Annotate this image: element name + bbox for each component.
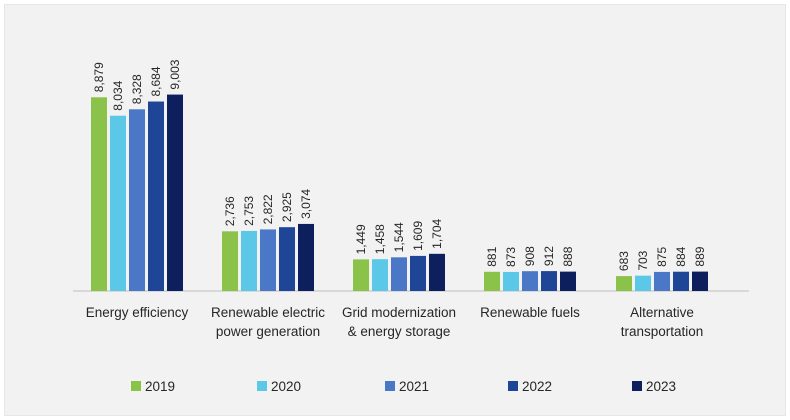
category-label-1-line1: power generation (216, 324, 320, 339)
bar-2023-cat2 (429, 253, 445, 291)
bar-2019-cat0 (91, 97, 107, 291)
data-label-2023-cat3: 888 (561, 246, 575, 266)
data-label-2019-cat3: 881 (485, 246, 499, 266)
category-label-4-line1: transportation (621, 324, 704, 339)
bar-2021-cat0 (129, 109, 145, 291)
bar-2021-cat3 (522, 271, 538, 291)
data-label-2021-cat3: 908 (523, 246, 537, 266)
data-label-2022-cat3: 912 (542, 246, 556, 266)
legend-label-2023: 2023 (646, 379, 676, 394)
data-label-2020-cat0: 8,034 (111, 80, 125, 110)
category-label-1-line0: Renewable electric (211, 305, 325, 320)
bar-2021-cat2 (391, 257, 407, 291)
category-label-2-line0: Grid modernization (342, 305, 456, 320)
legend-label-2019: 2019 (145, 379, 175, 394)
category-label-4-line0: Alternative (630, 305, 694, 320)
data-label-2023-cat1: 3,074 (299, 189, 313, 219)
data-label-2023-cat0: 9,003 (168, 59, 182, 89)
data-label-2022-cat1: 2,925 (280, 192, 294, 222)
bar-chart: 8,879 8,034 8,328 8,684 9,003 Energy efficien… (73, 59, 749, 394)
bar-2021-cat4 (654, 271, 670, 291)
category-label-3-line0: Renewable fuels (480, 305, 580, 320)
bar-2020-cat0 (110, 115, 126, 291)
data-label-2021-cat2: 1,544 (392, 222, 406, 252)
bar-2022-cat1 (279, 227, 295, 291)
bar-2020-cat1 (241, 230, 257, 291)
data-label-2021-cat0: 8,328 (130, 74, 144, 104)
data-label-2019-cat0: 8,879 (92, 62, 106, 92)
legend-swatch-2020 (257, 381, 267, 391)
legend-label-2021: 2021 (399, 379, 429, 394)
legend-label-2022: 2022 (522, 379, 552, 394)
bar-2020-cat2 (372, 259, 388, 291)
data-label-2019-cat2: 1,449 (354, 224, 368, 254)
bar-2022-cat0 (148, 101, 164, 291)
data-label-2021-cat4: 875 (655, 247, 669, 267)
bar-2023-cat0 (167, 94, 183, 291)
data-label-2023-cat4: 889 (693, 246, 707, 266)
bar-2022-cat2 (410, 255, 426, 291)
data-label-2020-cat3: 873 (504, 247, 518, 267)
data-label-2019-cat4: 683 (617, 251, 631, 271)
data-label-2020-cat2: 1,458 (373, 224, 387, 254)
bar-2019-cat2 (353, 259, 369, 291)
category-label-2-line1: & energy storage (348, 324, 451, 339)
category-label-0-line0: Energy efficiency (86, 305, 189, 320)
bar-2022-cat4 (673, 271, 689, 291)
data-label-2020-cat4: 703 (636, 250, 650, 270)
legend-swatch-2019 (131, 381, 141, 391)
legend-label-2020: 2020 (271, 379, 301, 394)
bar-2020-cat4 (635, 275, 651, 291)
bar-2020-cat3 (503, 271, 519, 291)
chart-frame: 8,879 8,034 8,328 8,684 9,003 Energy efficien… (4, 4, 786, 416)
data-label-2021-cat1: 2,822 (261, 194, 275, 224)
data-label-2022-cat2: 1,609 (411, 221, 425, 251)
data-label-2022-cat4: 884 (674, 246, 688, 266)
bar-2019-cat1 (222, 231, 238, 291)
bar-2023-cat1 (298, 223, 314, 291)
data-label-2023-cat2: 1,704 (430, 218, 444, 248)
legend-swatch-2023 (632, 381, 642, 391)
legend-swatch-2021 (385, 381, 395, 391)
data-label-2020-cat1: 2,753 (242, 196, 256, 226)
bar-2022-cat3 (541, 271, 557, 291)
data-label-2022-cat0: 8,684 (149, 66, 163, 96)
bar-2023-cat4 (692, 271, 708, 291)
bar-2019-cat3 (484, 271, 500, 291)
data-label-2019-cat1: 2,736 (223, 196, 237, 226)
bar-2021-cat1 (260, 229, 276, 291)
legend-swatch-2022 (508, 381, 518, 391)
bar-2019-cat4 (616, 276, 632, 291)
bar-2023-cat3 (560, 271, 576, 291)
